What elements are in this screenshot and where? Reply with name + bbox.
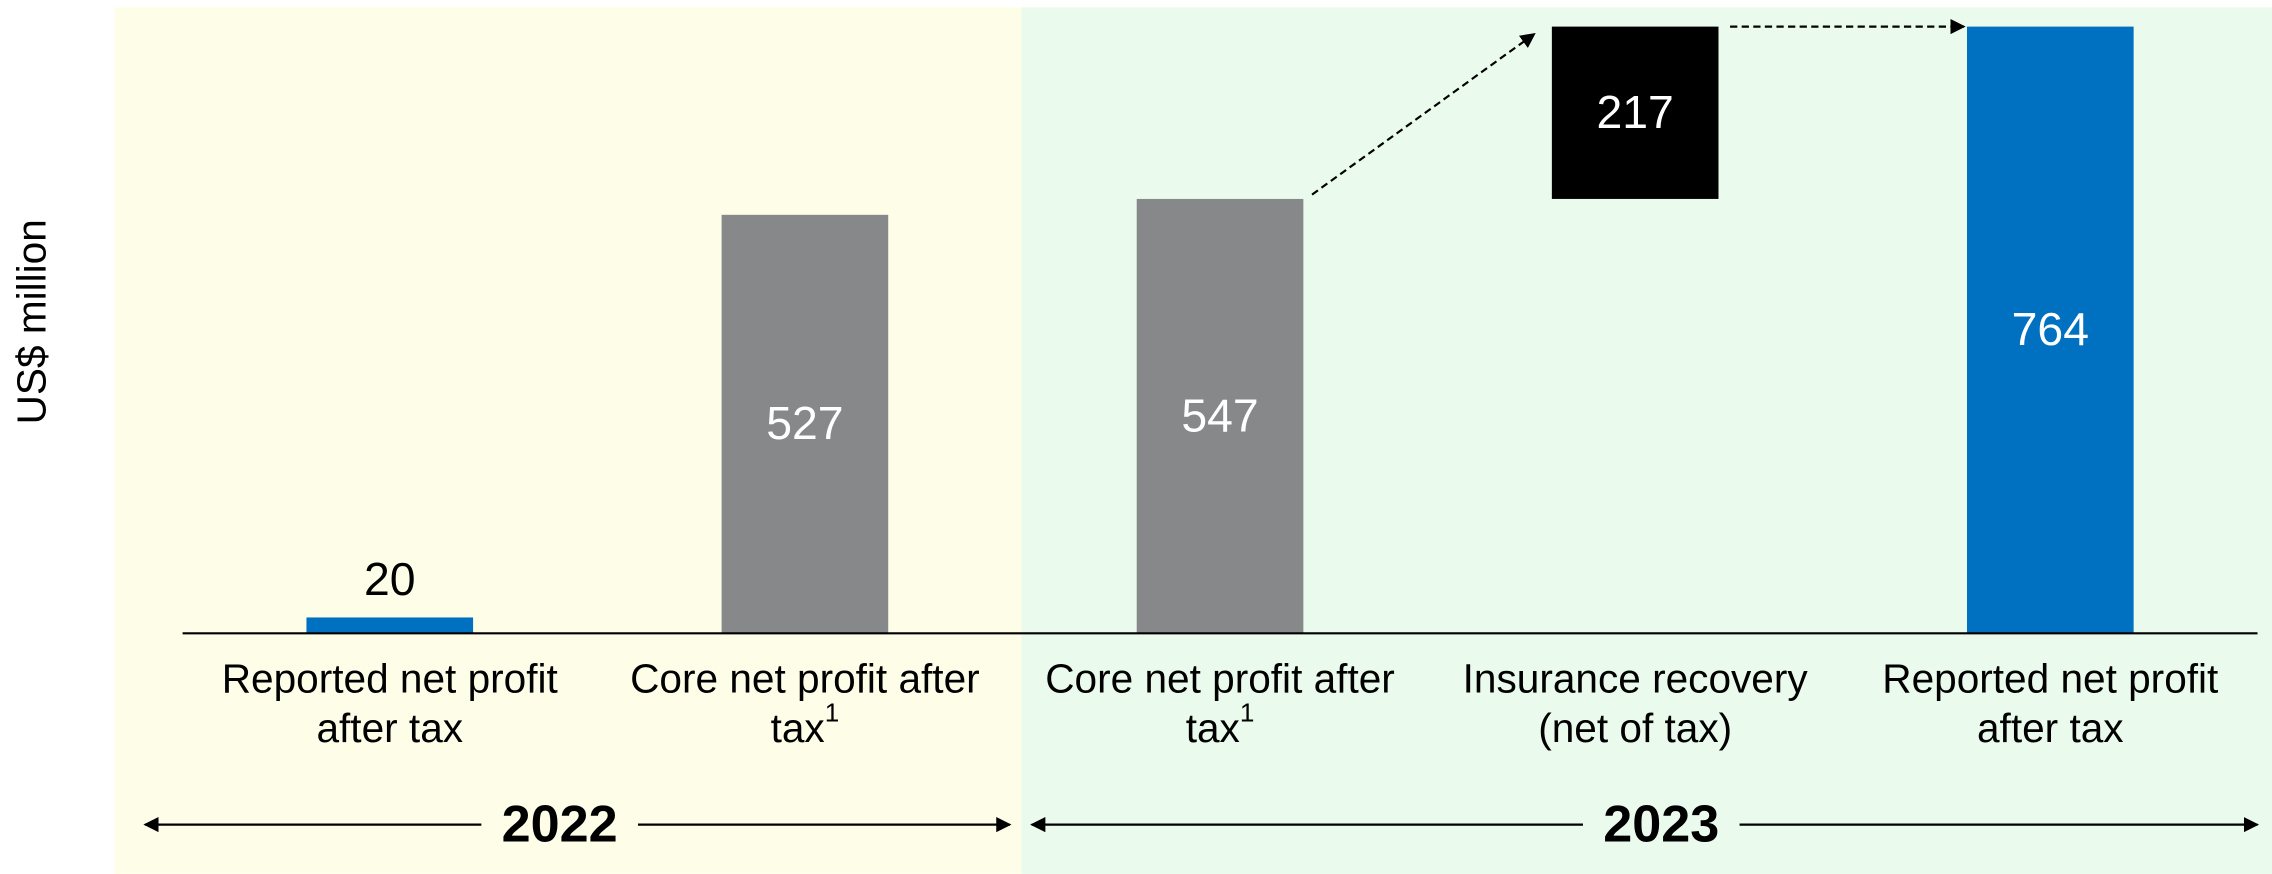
category-label-box: Insurance recovery (net of tax) [1425, 655, 1845, 754]
category-label: Reported net profit after tax [1840, 655, 2260, 754]
category-label: Insurance recovery (net of tax) [1425, 655, 1845, 754]
bar [1966, 26, 2134, 634]
category-label: Reported net profit after tax [180, 655, 600, 754]
data-label: 217 [1596, 86, 1673, 138]
category-label-box: Reported net profit after tax [1840, 655, 2260, 754]
data-label: 20 [364, 553, 416, 605]
footnote-mark: 1 [1239, 698, 1255, 728]
category-label-box: Core net profit after tax1 [595, 655, 1015, 754]
category-text: Insurance recovery (net of tax) [1462, 656, 1808, 751]
bar [1551, 26, 1719, 199]
footnote-mark: 1 [824, 698, 840, 728]
category-label: Core net profit after tax1 [595, 655, 1015, 754]
category-label-box: Reported net profit after tax [180, 655, 600, 754]
category-text: Core net profit after tax [630, 656, 980, 751]
bar [721, 214, 889, 634]
data-label: 764 [2012, 303, 2089, 355]
group-label: 2022 [502, 795, 618, 853]
y-axis-label: US$ million [8, 219, 54, 424]
group-label: 2023 [1603, 795, 1719, 853]
category-label-box: Core net profit after tax1 [1010, 655, 1430, 754]
data-label: 527 [766, 397, 843, 449]
bar [306, 617, 474, 634]
category-label: Core net profit after tax1 [1010, 655, 1430, 754]
category-text: Reported net profit after tax [221, 656, 558, 751]
category-text: Reported net profit after tax [1882, 656, 2219, 751]
category-text: Core net profit after tax [1045, 656, 1395, 751]
bar [1136, 198, 1304, 634]
data-label: 547 [1181, 389, 1258, 441]
